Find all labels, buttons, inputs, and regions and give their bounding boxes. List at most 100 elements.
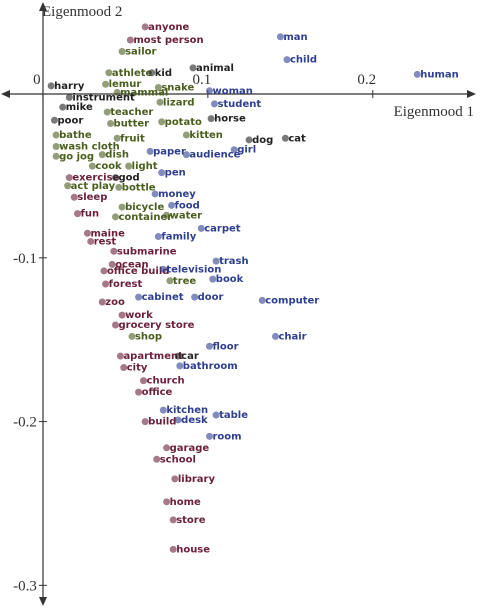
point	[212, 257, 220, 265]
point	[120, 364, 128, 372]
point-label: student	[217, 99, 261, 110]
point	[197, 224, 205, 232]
y-arrow	[39, 597, 47, 606]
point-label: light	[132, 161, 158, 172]
point	[70, 193, 78, 201]
point	[230, 146, 238, 154]
point-label: family	[161, 232, 196, 243]
point-label: poor	[57, 115, 83, 126]
point	[171, 475, 179, 483]
y-tick-label: -0.1	[13, 251, 37, 267]
point	[111, 321, 119, 329]
point	[113, 134, 121, 142]
point-label: dog	[252, 135, 273, 146]
point	[65, 93, 73, 101]
point	[128, 332, 136, 340]
point	[245, 136, 253, 144]
point-label: build	[148, 417, 176, 428]
point	[210, 100, 218, 108]
point-label: sleep	[77, 192, 107, 203]
point-label: apartment	[123, 351, 183, 362]
point	[174, 352, 182, 360]
point-label: water	[170, 210, 203, 221]
point-label: trash	[219, 256, 249, 267]
point	[156, 98, 164, 106]
point	[163, 211, 171, 219]
point	[141, 418, 149, 426]
point	[169, 516, 177, 524]
point-label: sailor	[125, 46, 156, 57]
point	[158, 118, 166, 126]
point-label: instrument	[72, 92, 135, 103]
point	[163, 498, 171, 506]
point	[52, 142, 60, 150]
point	[47, 82, 55, 90]
point-label: store	[176, 515, 206, 526]
point	[191, 293, 199, 301]
point	[163, 444, 171, 452]
point	[118, 47, 126, 55]
point	[111, 213, 119, 221]
point-label: pen	[165, 168, 186, 179]
x-tick-label: 0	[33, 72, 41, 88]
point-label: container	[118, 212, 172, 223]
point	[182, 151, 190, 159]
point-label: computer	[265, 295, 319, 306]
point	[59, 103, 67, 111]
point-label: house	[176, 544, 210, 555]
point	[154, 233, 162, 241]
point	[189, 64, 197, 72]
point	[118, 311, 126, 319]
point	[52, 131, 60, 139]
point	[111, 174, 119, 182]
point	[205, 342, 213, 350]
point	[153, 455, 161, 463]
point	[207, 115, 215, 123]
point-label: bathe	[59, 130, 92, 141]
point	[413, 70, 421, 78]
point-label: athlete	[112, 68, 153, 79]
point-label: office build	[107, 266, 170, 277]
x-arrow	[467, 90, 476, 98]
point	[205, 87, 213, 95]
point-label: television	[166, 264, 221, 275]
point-label: mike	[66, 102, 93, 113]
point-label: dish	[105, 150, 129, 161]
point-label: exercise	[72, 173, 119, 184]
point-label: work	[125, 310, 153, 321]
point-label: bathroom	[183, 361, 238, 372]
point	[125, 162, 133, 170]
point	[107, 120, 115, 128]
point	[151, 190, 159, 198]
point	[154, 84, 162, 92]
point	[135, 293, 143, 301]
point-label: forest	[109, 279, 143, 290]
point-label: carpet	[204, 223, 241, 234]
y-axis-label: Eigenmood 2	[42, 4, 122, 20]
point	[212, 411, 220, 419]
point	[87, 237, 95, 245]
point-label: horse	[214, 114, 246, 125]
point-label: room	[212, 431, 241, 442]
point-label: anyone	[148, 22, 189, 33]
point	[146, 147, 154, 155]
point	[159, 265, 167, 273]
point	[98, 151, 106, 159]
point	[108, 260, 116, 268]
point	[205, 432, 213, 440]
point-label: chair	[278, 331, 306, 342]
point	[271, 332, 279, 340]
point-label: god	[118, 173, 139, 184]
point	[50, 116, 58, 124]
point-label: church	[147, 376, 185, 387]
point	[100, 267, 108, 275]
point-label: fun	[81, 209, 100, 220]
point-label: grocery store	[118, 320, 194, 331]
point-label: animal	[196, 63, 234, 74]
point-label: kitten	[189, 130, 223, 141]
point	[176, 362, 184, 370]
point-label: table	[219, 410, 248, 421]
point-label: woman	[212, 86, 252, 97]
point-label: girl	[237, 145, 256, 156]
point	[182, 131, 190, 139]
